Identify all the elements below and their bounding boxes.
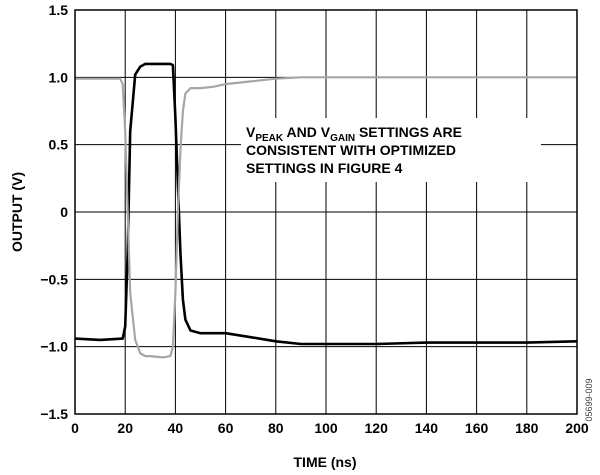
- annotation-sub-gain: GAIN: [330, 133, 355, 144]
- x-tick-labels: 0 20 40 60 80 100 120 140 160 180 200: [71, 420, 589, 436]
- x-tick-label: 160: [465, 420, 489, 436]
- grid: [75, 10, 577, 414]
- annotation-sub-peak: PEAK: [255, 133, 284, 144]
- annotation: VPEAK AND VGAIN SETTINGS ARE CONSISTENT …: [241, 118, 541, 182]
- x-tick-label: 140: [415, 420, 439, 436]
- y-tick-label: −0.5: [40, 271, 68, 287]
- annotation-and-v: AND V: [283, 124, 331, 140]
- x-tick-label: 80: [268, 420, 284, 436]
- x-tick-label: 120: [365, 420, 389, 436]
- x-tick-label: 200: [565, 420, 589, 436]
- annotation-line-3: SETTINGS IN FIGURE 4: [246, 160, 403, 176]
- plot-frame: [74, 9, 578, 415]
- y-tick-label: 0: [60, 204, 68, 220]
- y-axis-label: OUTPUT (V): [9, 172, 25, 252]
- series-line-gray: [75, 76, 577, 359]
- x-tick-label: 20: [117, 420, 133, 436]
- annotation-background: [241, 118, 541, 182]
- y-tick-label: −1.5: [40, 406, 68, 422]
- x-tick-label: 40: [168, 420, 184, 436]
- figure-id: 05699-009: [584, 378, 594, 421]
- y-tick-labels: 1.5 1.0 0.5 0 −0.5 −1.0 −1.5: [40, 2, 68, 422]
- x-tick-label: 60: [218, 420, 234, 436]
- annotation-line-2: CONSISTENT WITH OPTIMIZED: [246, 142, 456, 158]
- y-tick-label: 1.5: [49, 2, 69, 18]
- annotation-v1: V: [246, 124, 256, 140]
- series-line-black: [74, 62, 578, 346]
- y-tick-label: −1.0: [40, 339, 68, 355]
- x-tick-label: 100: [314, 420, 338, 436]
- y-tick-label: 0.5: [49, 137, 69, 153]
- y-tick-label: 1.0: [49, 69, 69, 85]
- x-axis-label: TIME (ns): [294, 454, 357, 470]
- annotation-line-1: VPEAK AND VGAIN SETTINGS ARE: [246, 124, 462, 144]
- series-group: [74, 62, 578, 359]
- annotation-settings-are: SETTINGS ARE: [355, 124, 462, 140]
- x-tick-label: 0: [71, 420, 79, 436]
- x-tick-label: 180: [515, 420, 539, 436]
